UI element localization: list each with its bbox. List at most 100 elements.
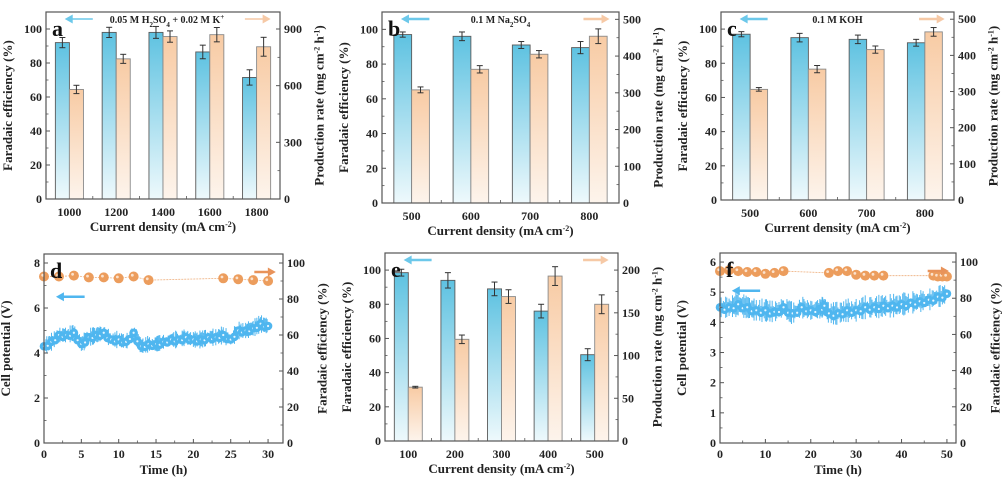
y-tick-label: 80 [30,56,42,70]
potential-marker-highlight [76,339,79,342]
fe-marker [733,266,744,277]
fe-marker-highlight [220,275,224,279]
fe-bar [54,42,70,200]
fe-bar [242,76,258,200]
fe-axis-arrow [64,14,93,24]
fe-bar [148,31,164,200]
x-axis-title-part: Current density (mA cm [428,461,563,476]
fe-marker-highlight [115,275,119,279]
annotation-part: SO [153,15,167,26]
y-tick-label: 40 [366,127,378,141]
y2-axis-title-part: -1 [651,32,660,39]
x-tick-label: 15 [150,447,162,461]
y2-tick-label: 50 [622,391,634,405]
y2-axis-title: Production rate (mg cm-2 h-1) [651,27,666,187]
x-axis-title: Time (h) [814,462,862,477]
y2-axis-title-part: Production rate (mg cm [312,53,327,185]
fe-marker-highlight [101,274,104,278]
y2-tick-label: 300 [958,85,976,99]
x-axis-title-part: -2 [564,462,571,471]
y2-tick-label: 0 [622,434,628,448]
y2-tick-label: 100 [960,255,978,269]
fe-marker-highlight [717,268,721,272]
fe-marker [724,265,735,276]
y2-axis-title-part: h [651,38,666,49]
fe-marker-highlight [844,268,848,272]
x-axis-title: Current density (mA cm-2) [427,223,573,238]
annotation-part: 2 [149,21,153,29]
y2-axis-title-part: -1 [650,271,659,278]
fe-marker-highlight [753,269,757,273]
y-tick-label: 0 [710,436,716,450]
y2-axis-title-part: h [650,277,665,288]
y2-tick-label: 0 [960,436,966,450]
annotation-part: 4 [166,21,170,29]
fe-marker [113,273,124,284]
potential-marker-highlight [102,331,105,334]
annotation-part: + [220,13,224,21]
x-axis-title-part: -2 [900,221,907,230]
y-tick-label: 40 [705,125,717,139]
potential-axis-arrow [731,286,761,296]
x-tick-label: 700 [858,206,876,220]
plot-frame [720,11,955,201]
chart-panel-f: 0 10 20 30 40 50 f 0 1 2 3 4 5 6 Cell potential (V) 0 20… [674,252,1003,477]
y-axis-title: Cell potential (V) [0,300,13,396]
potential-marker-highlight [868,308,871,311]
y2-tick-label: 600 [284,79,302,93]
y-tick-label: 80 [369,297,381,311]
y2-axis-title: Faradaic efficiency (%) [315,283,330,414]
y2-tick-label: 60 [960,327,972,341]
fe-bar [790,37,809,201]
y-tick-label: 3 [710,346,716,360]
panel-letter: a [52,16,63,41]
y2-tick-label: 80 [960,291,972,305]
fe-marker [842,266,853,277]
pr-bar [209,34,225,200]
fe-marker [233,274,244,285]
fe-marker [823,267,834,278]
fe-marker-highlight [130,273,134,277]
fe-marker-highlight [71,272,74,276]
y2-tick-label: 100 [958,157,976,171]
pr-bar [501,296,516,442]
y2-axis-title-part: Production rate (mg cm [650,295,665,427]
pr-bar [529,53,549,204]
x-tick-label: 500 [741,206,759,220]
fe-marker [851,269,862,280]
y-tick-label: 60 [366,92,378,106]
fe-marker [83,272,94,283]
potential-marker-highlight [132,331,135,334]
fe-marker [128,271,139,282]
x-tick-label: 100 [399,447,417,461]
fe-axis-arrow-head [400,14,409,24]
fe-axis-arrow [254,267,276,277]
y-tick-label: 8 [34,256,40,270]
y2-axis-title-part: -2 [986,47,995,54]
y-tick-label: 100 [24,22,42,36]
pr-axis-arrow [244,14,271,24]
panel-letter: b [388,16,400,41]
fe-marker [941,271,952,282]
x-tick-label: 1400 [151,205,175,219]
y2-tick-label: 40 [287,364,299,378]
y2-tick-label: 200 [958,121,976,135]
y-axis-title: Faradaic efficiency (%) [336,42,351,173]
fe-marker [742,267,753,277]
pr-bar [407,386,423,442]
fe-axis-arrow-head [403,255,412,265]
potential-marker-highlight [128,337,131,341]
x-tick-label: 600 [799,206,817,220]
pr-axis-arrow [583,255,609,265]
fe-marker-highlight [41,273,45,277]
electrolyte-annotation: 0.1 M Na2SO4 [471,15,531,29]
pr-bar [454,338,470,442]
potential-marker-highlight [800,306,803,309]
potential-marker-highlight [723,308,726,311]
x-axis-title: Current density (mA cm-2) [90,219,236,234]
y2-tick-label: 100 [622,349,640,363]
potential-marker-highlight [233,335,236,338]
potential-marker-highlight [877,307,880,311]
x-tick-label: 800 [916,206,934,220]
